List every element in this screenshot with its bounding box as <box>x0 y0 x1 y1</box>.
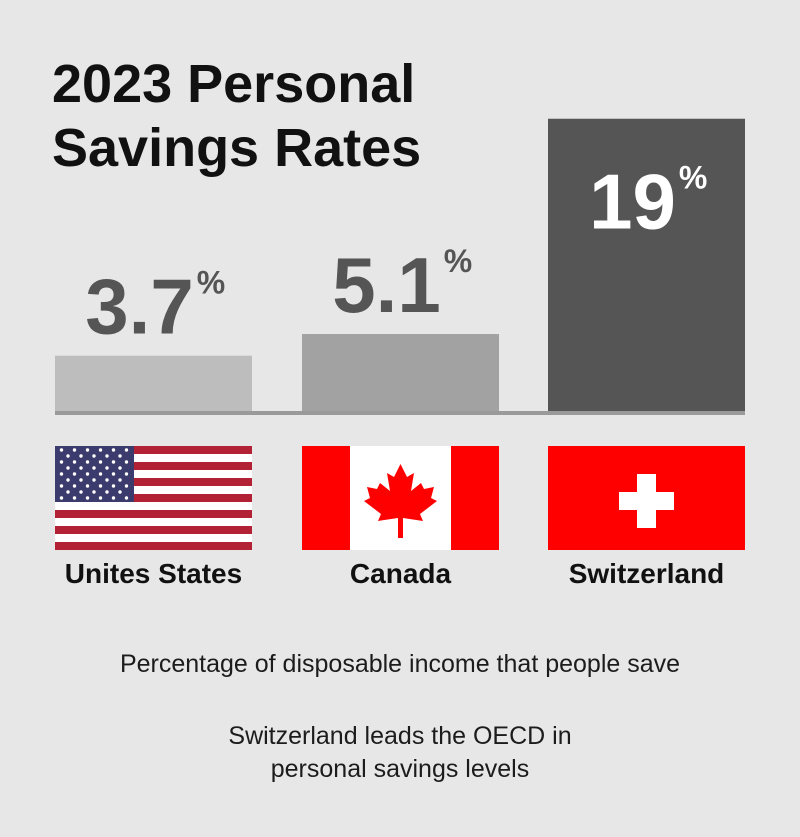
bar-chart: 3.7% 5.1 %19% <box>55 118 745 415</box>
value-unit-switzerland: % <box>679 160 707 196</box>
value-label-switzerland: 19 <box>589 158 676 246</box>
bar-unites-states <box>55 355 252 413</box>
us-flag-icon <box>55 446 252 550</box>
caption-highlight-line-2: personal savings levels <box>270 755 530 783</box>
bar-switzerland <box>548 118 745 413</box>
country-label-canada: Canada <box>349 558 452 589</box>
value-label-canada: 5.1 <box>332 241 440 329</box>
country-label-switzerland: Switzerland <box>568 558 725 589</box>
caption-highlight-line-1: Switzerland leads the OECD in <box>228 722 572 750</box>
value-label-unites-states: 3.7 <box>85 263 193 351</box>
country-label-us: Unites States <box>64 558 243 589</box>
value-unit-unites-states: % <box>197 265 225 301</box>
canada-flag-icon <box>302 446 499 550</box>
bar-canada <box>302 334 499 413</box>
value-unit-canada: % <box>444 243 472 279</box>
chart-title: 2023 Personal Savings Rates <box>52 52 421 180</box>
chart-title-line-2: Savings Rates <box>52 118 422 178</box>
switzerland-flag-icon <box>548 446 745 550</box>
caption-highlight: Switzerland leads the OECD in personal s… <box>0 720 800 786</box>
caption-definition: Percentage of disposable income that peo… <box>119 650 681 678</box>
chart-title-line-1: 2023 Personal <box>52 54 416 114</box>
